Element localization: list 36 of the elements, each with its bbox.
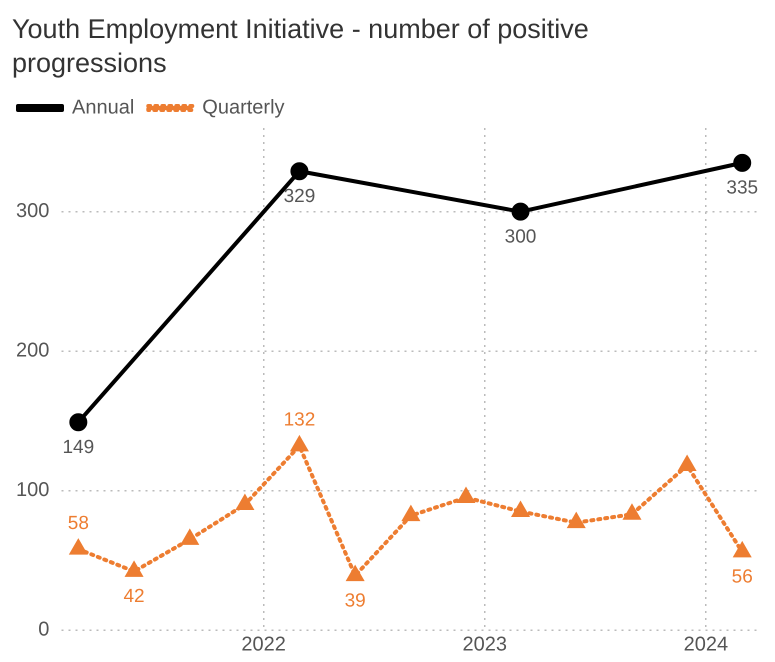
data-label: 329 — [284, 186, 316, 207]
point — [69, 413, 88, 432]
y-tick-label: 200 — [16, 340, 50, 362]
point — [733, 154, 752, 172]
point — [347, 566, 364, 582]
y-tick-label: 300 — [16, 200, 50, 222]
point — [512, 202, 530, 221]
point — [182, 530, 198, 545]
point — [734, 542, 750, 558]
legend-label: Quarterly — [202, 96, 285, 119]
point — [624, 505, 640, 520]
chart-title: Youth Employment Initiative - number of positive progressions — [11, 13, 590, 80]
point — [236, 496, 253, 510]
point — [458, 488, 474, 504]
y-tick-label: 0 — [38, 618, 50, 641]
data-label: 300 — [504, 226, 536, 248]
data-label: 42 — [123, 586, 145, 608]
legend-label: Annual — [72, 96, 134, 119]
point — [402, 506, 419, 522]
data-label: 132 — [284, 410, 316, 431]
x-tick-label: 2022 — [241, 634, 286, 656]
y-tick-label: 100 — [16, 479, 50, 502]
data-label: 335 — [726, 178, 758, 199]
x-tick-label: 2024 — [684, 634, 728, 656]
point — [568, 514, 584, 528]
point — [126, 562, 142, 577]
data-label: 149 — [62, 436, 94, 458]
x-tick-label: 2023 — [462, 634, 508, 656]
point — [679, 456, 696, 471]
data-label: 58 — [68, 512, 89, 534]
data-label: 56 — [732, 566, 753, 588]
point — [290, 162, 308, 180]
data-label: 39 — [344, 590, 366, 612]
point — [70, 540, 86, 555]
point — [512, 502, 529, 517]
point — [291, 436, 308, 452]
